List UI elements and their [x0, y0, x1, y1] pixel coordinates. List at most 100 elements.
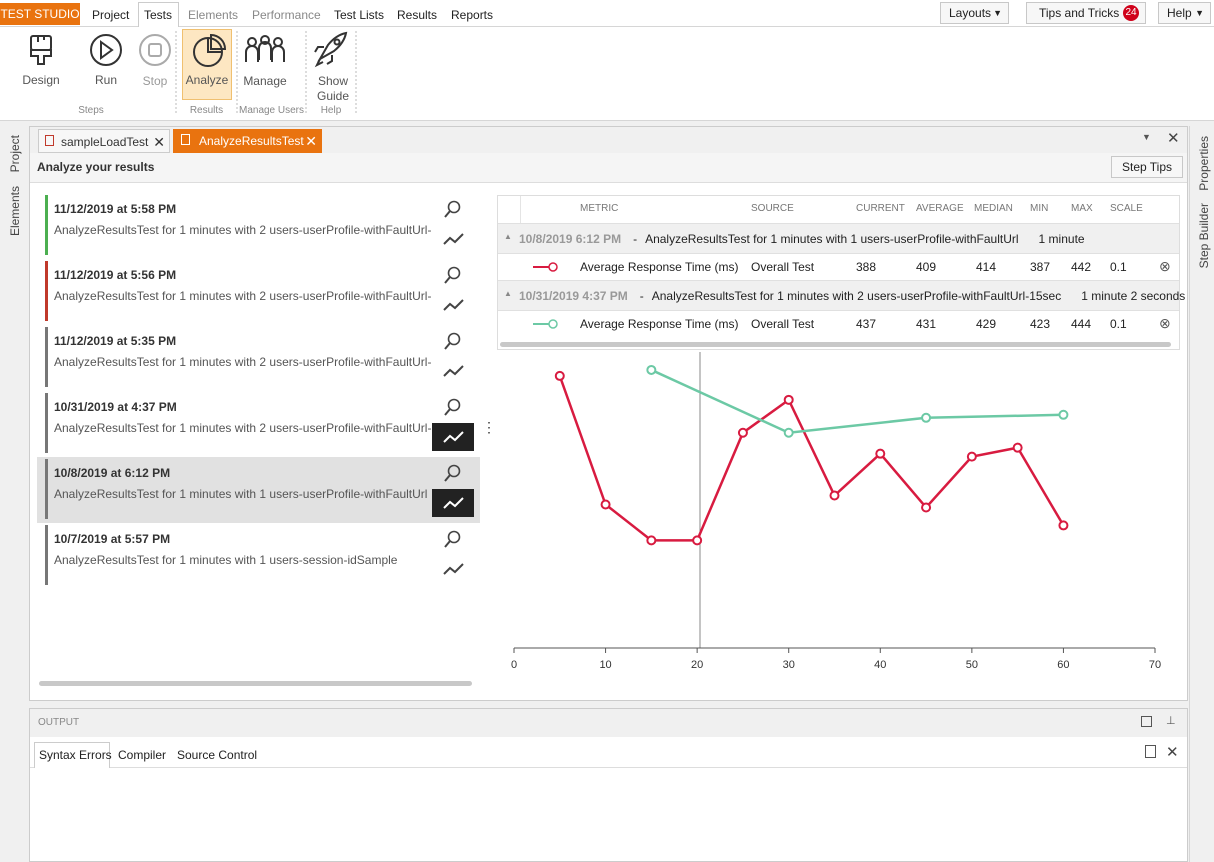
search-icon[interactable]: [443, 331, 463, 351]
cell: 414: [976, 260, 997, 274]
menu-tab[interactable]: Results: [397, 8, 438, 22]
trend-icon[interactable]: [432, 357, 474, 385]
ribbon-button[interactable]: Design: [22, 73, 60, 87]
trend-icon[interactable]: [432, 423, 474, 451]
legend-swatch: [533, 262, 558, 272]
menu-tab[interactable]: Reports: [451, 8, 494, 22]
run-description: AnalyzeResultsTest for 1 minutes with 1 …: [54, 487, 428, 501]
cell: Average Response Time (ms): [580, 317, 739, 331]
ribbon-group-label: Results: [189, 105, 224, 116]
ribbon-icons: [30, 31, 357, 115]
cell: 0.1: [1110, 260, 1127, 274]
dropdown-arrow: ▼: [1195, 8, 1204, 18]
menu-tab[interactable]: Project: [92, 8, 130, 22]
search-icon[interactable]: [443, 265, 463, 285]
collapse[interactable]: ▲: [504, 232, 512, 241]
point: [921, 412, 932, 423]
copy-button[interactable]: [1145, 745, 1156, 758]
group-title: 10/8/2019 6:12 PM - AnalyzeResultsTest for…: [519, 232, 1085, 246]
chart: 0 10 20 30 40 50 60 70: [511, 352, 1161, 671]
trend-icon[interactable]: [432, 555, 474, 583]
x-tick-label: 20: [691, 659, 703, 671]
output-tab[interactable]: Source Control: [177, 748, 258, 762]
pin-button[interactable]: ⊥: [1166, 715, 1176, 727]
run-date: 11/12/2019 at 5:35 PM: [54, 334, 177, 348]
trend-icon[interactable]: [432, 291, 474, 319]
menu-tab[interactable]: Elements: [188, 8, 239, 22]
panel-header: [30, 153, 1187, 183]
clear-button[interactable]: ✕: [1166, 744, 1179, 761]
menu-tab[interactable]: Test Lists: [334, 8, 385, 22]
status-bar: [45, 459, 48, 519]
column-header: AVERAGE: [916, 203, 964, 214]
group-date: 10/31/2019 4:37 PM: [519, 289, 628, 303]
active-tab-box: [34, 742, 110, 768]
status-bar: [45, 327, 48, 387]
collapse[interactable]: ▲: [504, 289, 512, 298]
cell: 423: [1030, 317, 1051, 331]
doc-tab[interactable]: sampleLoadTest ✕: [38, 129, 170, 153]
ribbon-button[interactable]: Manage: [243, 74, 287, 88]
search-icon[interactable]: [443, 397, 463, 417]
run-date: 10/7/2019 at 5:57 PM: [54, 532, 171, 546]
ribbon-group-label: Steps: [78, 105, 104, 116]
ribbon-button[interactable]: Stop: [142, 74, 168, 88]
side-tab[interactable]: Step Builder: [1197, 203, 1211, 269]
cell: Overall Test: [751, 260, 815, 274]
ribbon-button[interactable]: Analyze: [185, 73, 229, 87]
series-line: [650, 368, 1064, 435]
point: [554, 370, 565, 381]
search-icon[interactable]: [443, 463, 463, 483]
x-tick-label: 30: [783, 659, 795, 671]
help-button[interactable]: Help ▼: [1158, 2, 1211, 24]
search-icon[interactable]: [443, 199, 463, 219]
side-tab[interactable]: Elements: [8, 186, 22, 237]
close[interactable]: ✕: [153, 134, 165, 150]
trend-icon[interactable]: [432, 489, 474, 517]
tab-menu[interactable]: ▼: [1142, 132, 1151, 142]
menu-tab[interactable]: Performance: [252, 8, 321, 22]
column-header: CURRENT: [856, 203, 905, 214]
point: [829, 490, 840, 501]
ribbon-button[interactable]: Show Guide: [316, 74, 350, 103]
cell: 431: [916, 317, 937, 331]
column-header: MAX: [1071, 203, 1093, 214]
tips-button[interactable]: Tips and Tricks 24: [1026, 2, 1146, 24]
ribbon-group-label: Manage Users: [238, 105, 305, 116]
group-title: 10/31/2019 4:37 PM - AnalyzeResultsTest fo…: [519, 289, 1185, 303]
menu-tab[interactable]: Tests: [144, 8, 173, 22]
remove[interactable]: ⊗: [1159, 258, 1171, 274]
more[interactable]: ⋮: [482, 419, 496, 435]
badge: 24: [1123, 5, 1139, 21]
output-tab[interactable]: Syntax Errors: [39, 748, 112, 762]
ribbon-button[interactable]: Run: [94, 73, 117, 87]
cell: 429: [976, 317, 997, 331]
remove[interactable]: ⊗: [1159, 315, 1171, 331]
menu-bar: [0, 0, 1214, 27]
panel-title: Analyze your results: [37, 160, 155, 174]
series-line: [558, 375, 1065, 542]
app-button[interactable]: TEST STUDIO: [0, 3, 80, 25]
trend-icon[interactable]: [432, 225, 474, 253]
search-icon[interactable]: [443, 529, 463, 549]
close-all[interactable]: ✕: [1167, 130, 1180, 147]
float-button[interactable]: [1141, 716, 1152, 727]
column-header: SOURCE: [751, 203, 794, 214]
layouts-button[interactable]: Layouts ▼: [940, 2, 1009, 24]
x-tick-label: 70: [1149, 659, 1161, 671]
dropdown-arrow: ▼: [993, 8, 1002, 18]
cell: 442: [1071, 260, 1092, 274]
doc-tab-active[interactable]: AnalyzeResultsTest ✕: [173, 129, 322, 153]
point: [875, 448, 886, 459]
cell: 387: [1030, 260, 1051, 274]
group-duration: 1 minute: [1038, 232, 1085, 246]
group-date: 10/8/2019 6:12 PM: [519, 232, 622, 246]
close[interactable]: ✕: [305, 133, 317, 149]
side-tab[interactable]: Project: [8, 135, 22, 173]
x-tick-label: 60: [1057, 659, 1069, 671]
side-tab[interactable]: Properties: [1197, 136, 1211, 191]
run-date: 10/8/2019 at 6:12 PM: [54, 466, 171, 480]
step-tips-button[interactable]: Step Tips: [1111, 156, 1183, 178]
point: [921, 502, 932, 513]
output-tab[interactable]: Compiler: [118, 748, 167, 762]
